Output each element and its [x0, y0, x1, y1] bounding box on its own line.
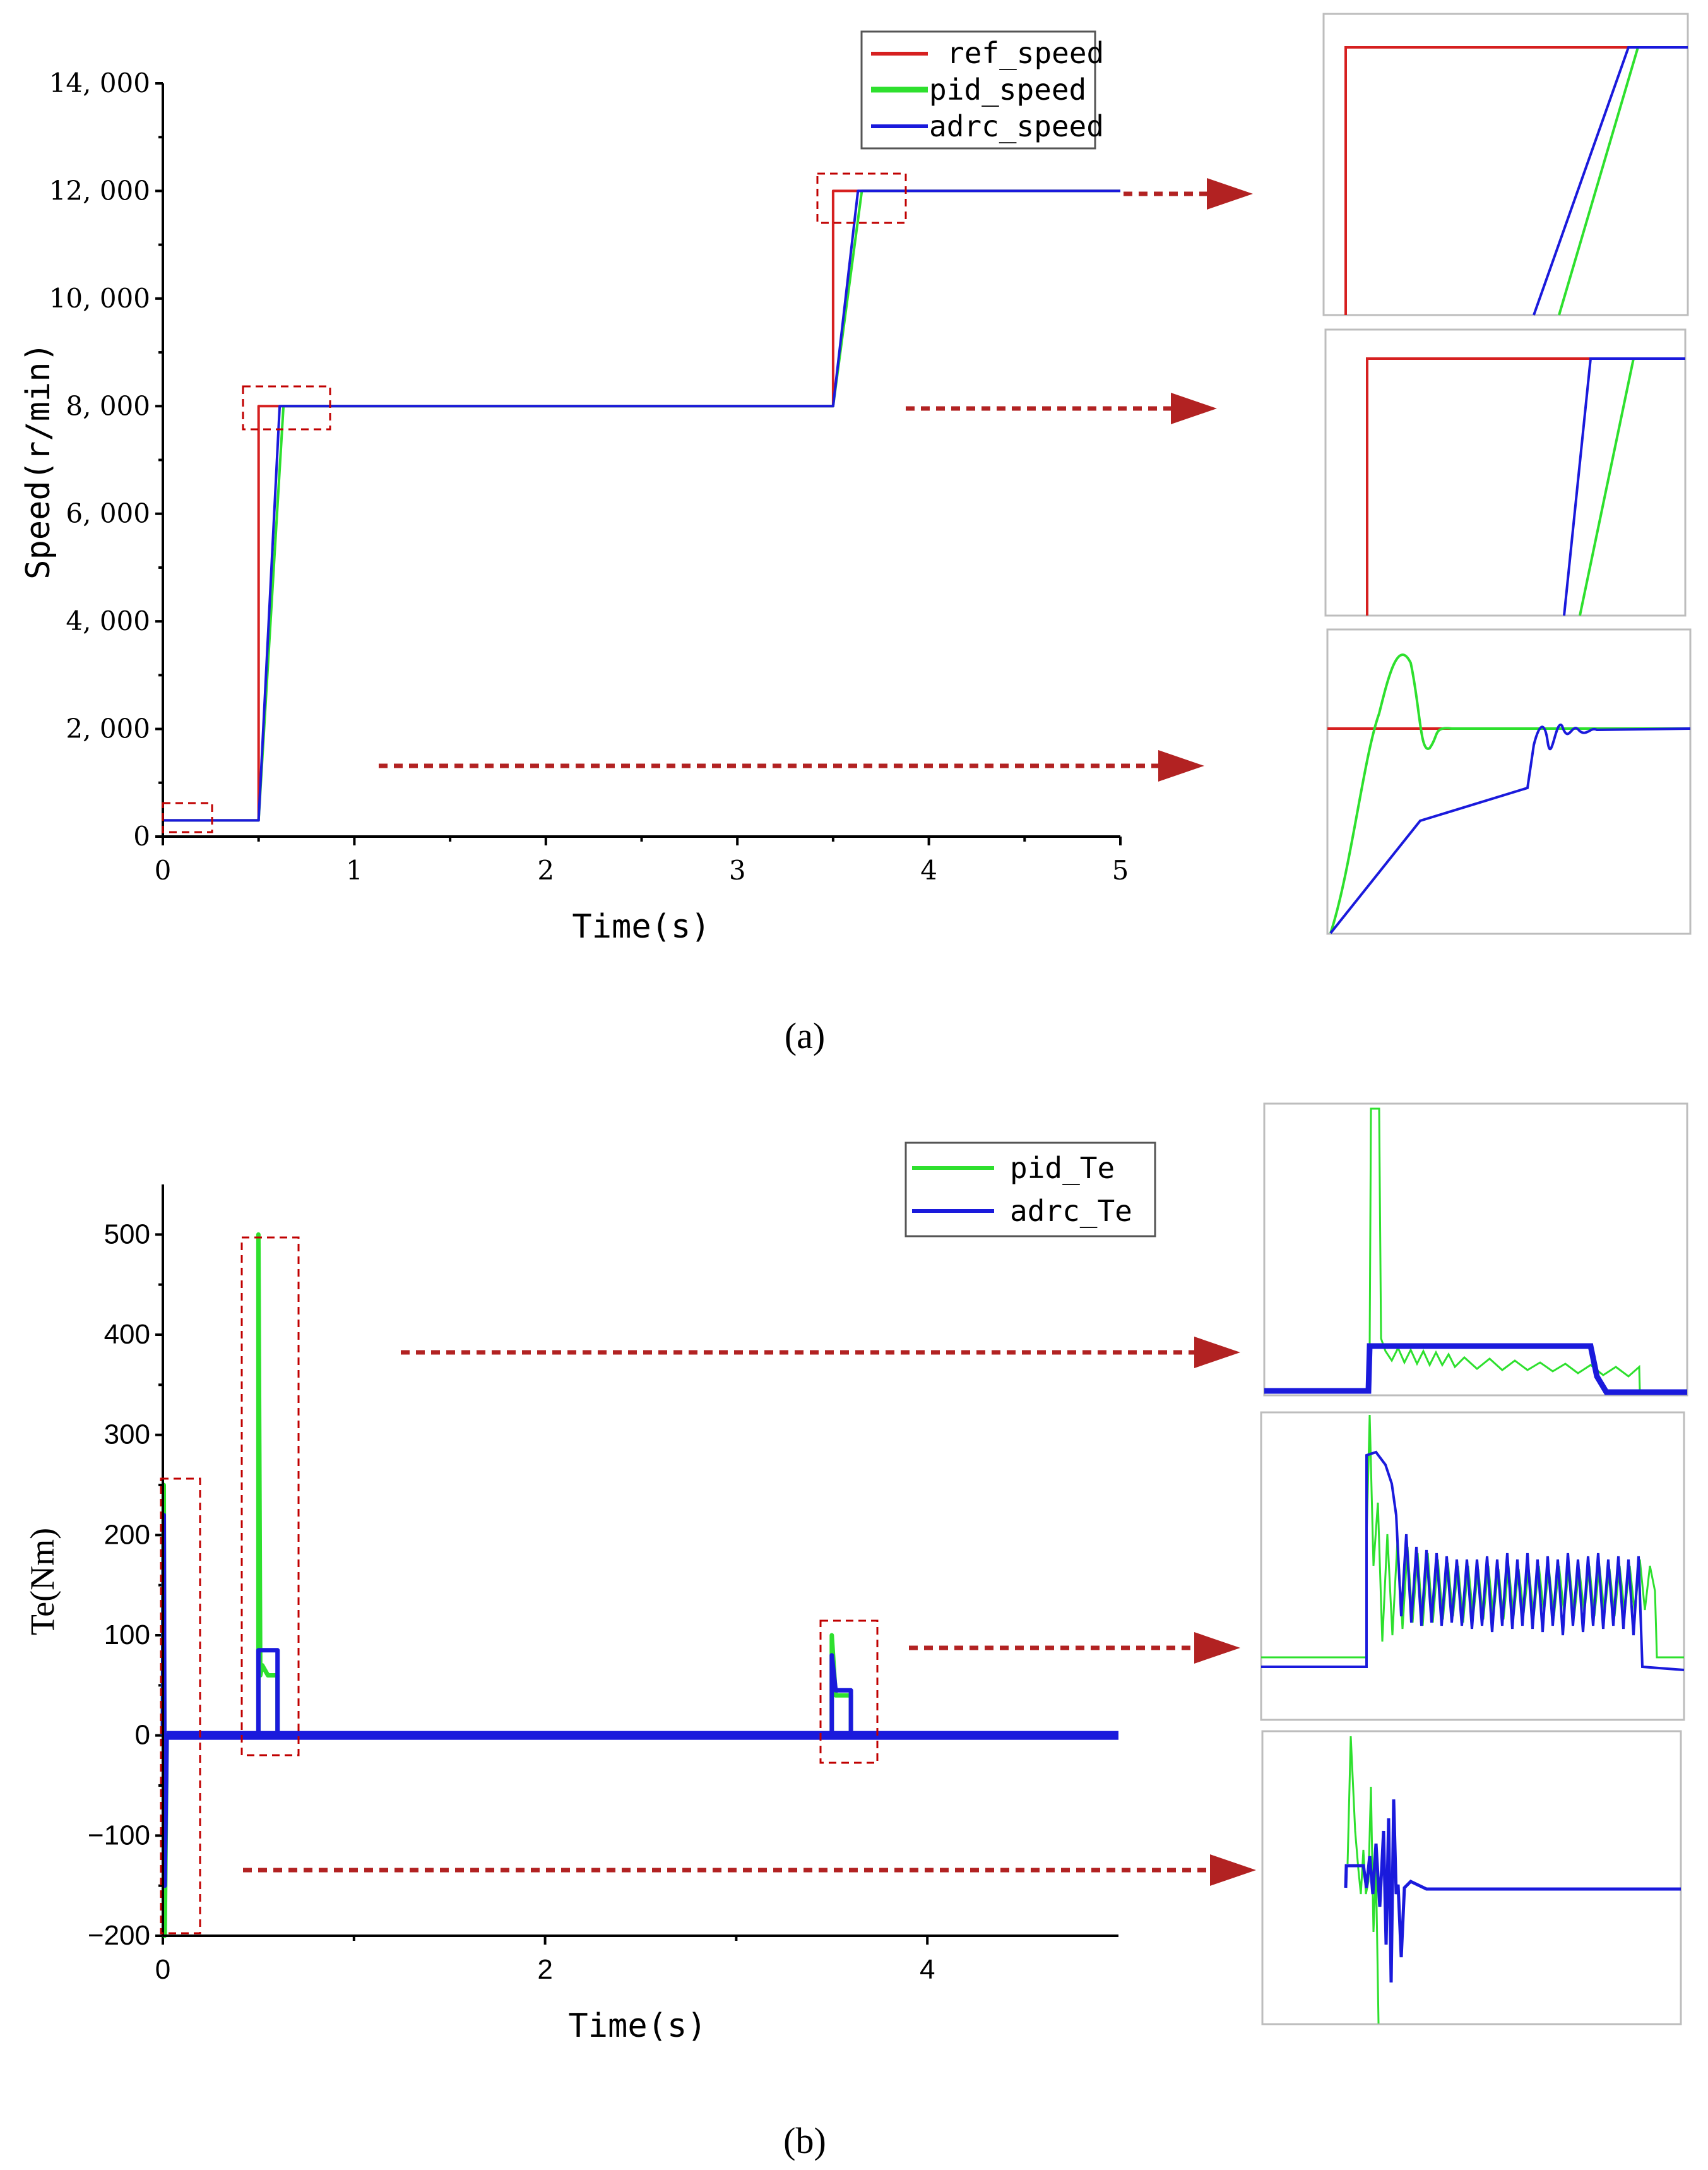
- adrc-te-noise-band: [167, 1731, 1118, 1740]
- chart-b-inset-3: [1261, 1730, 1682, 2025]
- y-tick-label: 200: [104, 1519, 150, 1550]
- chart-b-ticks: −200 −100 0 100 200 300 400 500 0 2 4: [88, 1219, 935, 1985]
- series-line-pid-speed: [163, 189, 1120, 822]
- chart-a-lines: [163, 189, 1120, 822]
- series-line-adrc-Te: [160, 1513, 1118, 1888]
- chart-a-caption: (a): [785, 1015, 825, 1056]
- chart-b-zoombox-05s: [240, 1236, 300, 1756]
- y-tick-label: 12, 000: [49, 175, 150, 206]
- chart-a-legend: ref_speed pid_speed adrc_speed: [860, 30, 1104, 150]
- chart-b-arrow-1: [401, 1337, 1240, 1368]
- chart-a-inset-3: [1326, 628, 1692, 935]
- x-tick-label: 0: [155, 1954, 170, 1985]
- y-tick-label: 0: [135, 1720, 150, 1751]
- chart-b-zoombox-start: [160, 1477, 201, 1935]
- y-tick-label: 10, 000: [49, 283, 150, 314]
- x-tick-label: 0: [155, 855, 172, 886]
- y-tick-label: 400: [104, 1319, 150, 1350]
- series-line-adrc-speed: [163, 189, 1120, 822]
- y-tick-label: 2, 000: [66, 713, 150, 744]
- chart-b: −200 −100 0 100 200 300 400 500 0 2 4 Time(s) Te(N…: [23, 1102, 1688, 2161]
- y-tick-label: 4, 000: [66, 605, 150, 636]
- chart-a-inset-2: [1324, 328, 1687, 617]
- chart-b-inset-1: [1263, 1102, 1688, 1397]
- chart-b-zoombox-35s: [819, 1619, 879, 1764]
- series-line-pid-Te: [160, 1232, 1118, 1938]
- y-tick-label: 500: [104, 1219, 150, 1249]
- chart-a-arrow-3: [379, 750, 1204, 782]
- legend-label-ref-speed: ref_speed: [947, 36, 1104, 70]
- chart-a-arrow-2: [906, 393, 1217, 424]
- chart-b-ylabel: Te(Nm): [23, 1528, 61, 1635]
- chart-b-lines: [160, 1232, 1118, 1938]
- chart-a-xlabel: Time(s): [572, 908, 710, 946]
- y-tick-label: 100: [104, 1619, 150, 1650]
- y-tick-label: 6, 000: [66, 498, 150, 529]
- chart-a-ticks: 0 2, 000 4, 000 6, 000 8, 000 10, 000 12, 000 1…: [49, 68, 1129, 886]
- legend-label-pid-te: pid_Te: [1010, 1151, 1115, 1185]
- chart-b-caption: (b): [783, 2120, 826, 2161]
- y-tick-label: 8, 000: [66, 390, 150, 421]
- chart-a-ylabel: Speed(r/min): [20, 342, 57, 580]
- chart-a-zoombox-start: [162, 802, 213, 833]
- y-tick-label: 14, 000: [49, 68, 150, 98]
- x-tick-label: 2: [537, 855, 554, 886]
- x-tick-label: 2: [537, 1954, 552, 1985]
- series-line-ref-speed: [163, 189, 1120, 822]
- chart-a-inset-1: [1322, 13, 1689, 316]
- chart-b-inset-2: [1260, 1411, 1685, 1721]
- chart-b-arrow-2: [909, 1632, 1240, 1664]
- legend-label-adrc-speed: adrc_speed: [929, 109, 1104, 143]
- chart-a-zoombox-12000: [816, 172, 907, 224]
- x-tick-label: 5: [1112, 855, 1129, 886]
- x-tick-label: 1: [346, 855, 363, 886]
- chart-a-zoombox-8000: [242, 385, 331, 431]
- x-tick-label: 4: [920, 855, 937, 886]
- x-tick-label: 3: [729, 855, 746, 886]
- chart-b-legend: pid_Te adrc_Te: [904, 1142, 1156, 1237]
- legend-label-adrc-te: adrc_Te: [1010, 1194, 1132, 1228]
- y-tick-label: −100: [88, 1820, 150, 1851]
- chart-b-arrow-3: [243, 1854, 1256, 1886]
- chart-a: 0 2, 000 4, 000 6, 000 8, 000 10, 000 12, 000 1…: [20, 13, 1692, 1056]
- chart-b-xlabel: Time(s): [568, 2007, 706, 2045]
- y-tick-label: −200: [88, 1920, 150, 1951]
- chart-a-arrow-1: [1124, 178, 1253, 210]
- chart-b-legend-box: [904, 1142, 1156, 1237]
- legend-label-pid-speed: pid_speed: [929, 73, 1086, 107]
- y-tick-label: 0: [133, 821, 150, 852]
- x-tick-label: 4: [920, 1954, 935, 1985]
- y-tick-label: 300: [104, 1419, 150, 1450]
